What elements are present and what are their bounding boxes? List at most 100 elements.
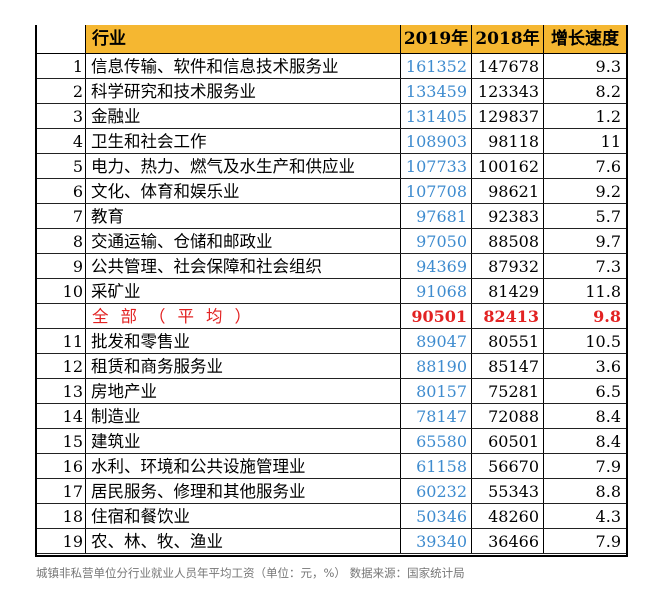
value-2018-cell: 129837 xyxy=(471,104,543,128)
header-2018: 2018年 xyxy=(471,25,543,53)
index-cell: 12 xyxy=(62,357,83,376)
table-row: 5 电力、热力、燃气及水生产和供应业 107733 100162 7.6 xyxy=(37,154,626,179)
growth-cell: 8.4 xyxy=(543,404,626,428)
value-2019-cell: 97050 xyxy=(400,229,471,253)
industry-cell: 采矿业 xyxy=(85,279,400,303)
value-2018-cell: 98621 xyxy=(471,179,543,203)
table-row: 11 批发和零售业 89047 80551 10.5 xyxy=(37,329,626,354)
industry-cell: 信息传输、软件和信息技术服务业 xyxy=(85,54,400,78)
value-2019-cell: 39340 xyxy=(400,529,471,553)
index-cell: 5 xyxy=(72,157,83,176)
index-cell xyxy=(37,304,85,328)
value-2018-cell: 82413 xyxy=(471,304,543,328)
table-caption: 城镇非私营单位分行业就业人员年平均工资（单位：元，%） 数据来源：国家统计局 xyxy=(36,566,465,580)
index-cell: 3 xyxy=(72,107,83,126)
table-row: 10 采矿业 91068 81429 11.8 xyxy=(37,279,626,304)
average-row: 全部（平均） 90501 82413 9.8 xyxy=(37,304,626,329)
industry-cell: 制造业 xyxy=(85,404,400,428)
growth-cell: 5.7 xyxy=(543,204,626,228)
value-2019-cell: 161352 xyxy=(400,54,471,78)
industry-cell: 建筑业 xyxy=(85,429,400,453)
industry-cell: 农、林、牧、渔业 xyxy=(85,529,400,553)
industry-cell: 卫生和社会工作 xyxy=(85,129,400,153)
value-2019-cell: 50346 xyxy=(400,504,471,528)
value-2018-cell: 80551 xyxy=(471,329,543,353)
industry-cell: 租赁和商务服务业 xyxy=(85,354,400,378)
growth-cell: 8.4 xyxy=(543,429,626,453)
value-2019-cell: 88190 xyxy=(400,354,471,378)
index-cell: 16 xyxy=(62,457,83,476)
table-header-row: 行业 2019年 2018年 增长速度 xyxy=(37,25,626,54)
value-2019-cell: 131405 xyxy=(400,104,471,128)
value-2019-cell: 97681 xyxy=(400,204,471,228)
value-2019-cell: 90501 xyxy=(400,304,471,328)
table-row: 17 居民服务、修理和其他服务业 60232 55343 8.8 xyxy=(37,479,626,504)
table-row: 13 房地产业 80157 75281 6.5 xyxy=(37,379,626,404)
index-cell: 13 xyxy=(62,382,83,401)
growth-cell: 6.5 xyxy=(543,379,626,403)
industry-cell: 金融业 xyxy=(85,104,400,128)
value-2019-cell: 80157 xyxy=(400,379,471,403)
index-cell: 7 xyxy=(72,207,83,226)
value-2019-cell: 61158 xyxy=(400,454,471,478)
table-row: 18 住宿和餐饮业 50346 48260 4.3 xyxy=(37,504,626,529)
value-2018-cell: 81429 xyxy=(471,279,543,303)
value-2019-cell: 60232 xyxy=(400,479,471,503)
value-2019-cell: 107708 xyxy=(400,179,471,203)
index-cell: 15 xyxy=(62,432,83,451)
value-2019-cell: 91068 xyxy=(400,279,471,303)
value-2018-cell: 72088 xyxy=(471,404,543,428)
header-industry: 行业 xyxy=(85,25,400,53)
value-2018-cell: 87932 xyxy=(471,254,543,278)
value-2018-cell: 85147 xyxy=(471,354,543,378)
growth-cell: 9.2 xyxy=(543,179,626,203)
value-2018-cell: 92383 xyxy=(471,204,543,228)
table-row: 1 信息传输、软件和信息技术服务业 161352 147678 9.3 xyxy=(37,54,626,79)
value-2019-cell: 78147 xyxy=(400,404,471,428)
value-2018-cell: 88508 xyxy=(471,229,543,253)
table-row: 15 建筑业 65580 60501 8.4 xyxy=(37,429,626,454)
header-2019: 2019年 xyxy=(400,25,471,53)
industry-cell: 文化、体育和娱乐业 xyxy=(85,179,400,203)
index-cell: 10 xyxy=(62,282,83,301)
industry-cell: 电力、热力、燃气及水生产和供应业 xyxy=(85,154,400,178)
industry-cell: 科学研究和技术服务业 xyxy=(85,79,400,103)
table-row: 16 水利、环境和公共设施管理业 61158 56670 7.9 xyxy=(37,454,626,479)
industry-cell: 批发和零售业 xyxy=(85,329,400,353)
industry-cell: 房地产业 xyxy=(85,379,400,403)
growth-cell: 7.6 xyxy=(543,154,626,178)
industry-cell: 住宿和餐饮业 xyxy=(85,504,400,528)
growth-cell: 1.2 xyxy=(543,104,626,128)
index-cell: 8 xyxy=(72,232,83,251)
table-row: 3 金融业 131405 129837 1.2 xyxy=(37,104,626,129)
growth-cell: 4.3 xyxy=(543,504,626,528)
growth-cell: 9.3 xyxy=(543,54,626,78)
growth-cell: 10.5 xyxy=(543,329,626,353)
value-2019-cell: 65580 xyxy=(400,429,471,453)
growth-cell: 8.2 xyxy=(543,79,626,103)
value-2019-cell: 107733 xyxy=(400,154,471,178)
value-2019-cell: 94369 xyxy=(400,254,471,278)
header-growth: 增长速度 xyxy=(543,25,626,53)
industry-cell: 公共管理、社会保障和社会组织 xyxy=(85,254,400,278)
value-2018-cell: 100162 xyxy=(471,154,543,178)
table-row: 8 交通运输、仓储和邮政业 97050 88508 9.7 xyxy=(37,229,626,254)
table-row: 6 文化、体育和娱乐业 107708 98621 9.2 xyxy=(37,179,626,204)
value-2018-cell: 48260 xyxy=(471,504,543,528)
header-index-cell xyxy=(37,25,85,53)
value-2018-cell: 55343 xyxy=(471,479,543,503)
value-2018-cell: 36466 xyxy=(471,529,543,553)
index-cell: 4 xyxy=(72,132,83,151)
table-row: 4 卫生和社会工作 108903 98118 11 xyxy=(37,129,626,154)
value-2018-cell: 98118 xyxy=(471,129,543,153)
growth-cell: 7.9 xyxy=(543,529,626,553)
value-2018-cell: 56670 xyxy=(471,454,543,478)
index-cell: 6 xyxy=(72,182,83,201)
industry-cell: 交通运输、仓储和邮政业 xyxy=(85,229,400,253)
index-cell: 11 xyxy=(62,332,83,351)
value-2018-cell: 75281 xyxy=(471,379,543,403)
index-cell: 2 xyxy=(72,82,83,101)
table-row: 2 科学研究和技术服务业 133459 123343 8.2 xyxy=(37,79,626,104)
growth-cell: 9.7 xyxy=(543,229,626,253)
value-2019-cell: 108903 xyxy=(400,129,471,153)
